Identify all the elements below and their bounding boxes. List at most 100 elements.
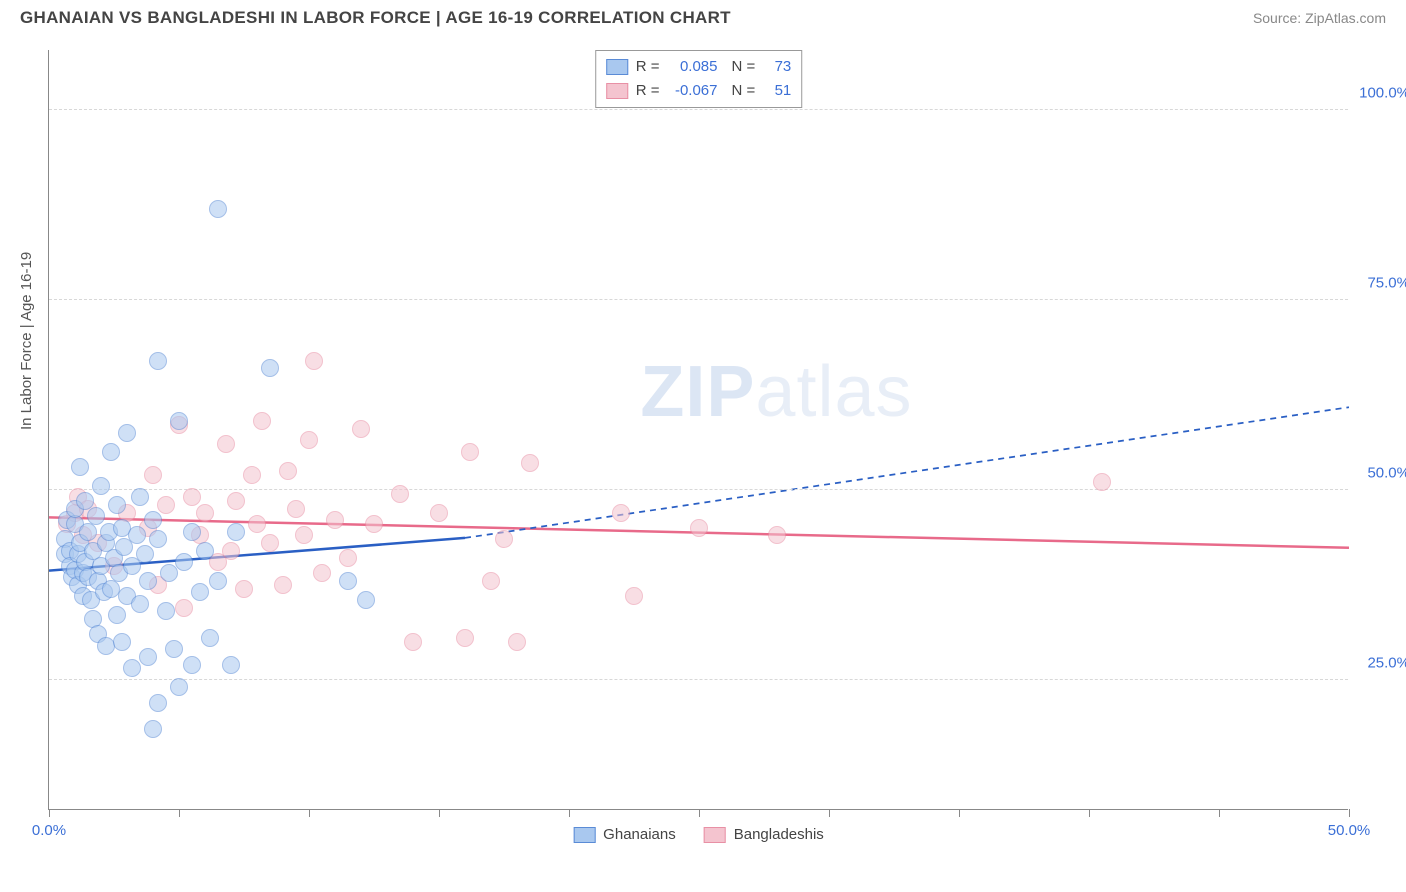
scatter-point-a (144, 720, 162, 738)
scatter-point-a (339, 572, 357, 590)
scatter-point-b (295, 526, 313, 544)
scatter-point-a (108, 606, 126, 624)
scatter-point-a (131, 488, 149, 506)
scatter-point-a (227, 523, 245, 541)
legend-r-label: R = (636, 79, 660, 103)
gridline (49, 489, 1348, 490)
legend-item-a: Ghanaians (573, 826, 676, 843)
gridline (49, 109, 1348, 110)
scatter-point-a (87, 507, 105, 525)
y-tick-label: 50.0% (1350, 464, 1406, 481)
x-tick-label: 50.0% (1328, 822, 1371, 839)
scatter-point-a (201, 629, 219, 647)
x-tick-label: 0.0% (32, 822, 66, 839)
scatter-point-b (279, 462, 297, 480)
scatter-point-a (222, 656, 240, 674)
scatter-point-b (391, 485, 409, 503)
legend-row-a: R =0.085N =73 (606, 55, 792, 79)
scatter-point-b (300, 431, 318, 449)
legend-n-value: 51 (763, 79, 791, 103)
legend-r-value: 0.085 (668, 55, 718, 79)
x-tick (1219, 809, 1220, 817)
x-tick (829, 809, 830, 817)
scatter-point-b (339, 549, 357, 567)
x-tick (1349, 809, 1350, 817)
scatter-point-a (71, 458, 89, 476)
scatter-point-b (217, 435, 235, 453)
scatter-point-b (612, 504, 630, 522)
scatter-point-b (175, 599, 193, 617)
scatter-point-a (196, 542, 214, 560)
y-tick-label: 75.0% (1350, 274, 1406, 291)
x-tick (309, 809, 310, 817)
scatter-point-b (235, 580, 253, 598)
scatter-point-b (183, 488, 201, 506)
x-tick (439, 809, 440, 817)
scatter-point-a (209, 572, 227, 590)
y-tick-label: 25.0% (1350, 654, 1406, 671)
scatter-point-a (92, 477, 110, 495)
scatter-point-b (326, 511, 344, 529)
y-axis-label: In Labor Force | Age 16-19 (18, 252, 35, 430)
scatter-point-b (227, 492, 245, 510)
scatter-point-b (365, 515, 383, 533)
scatter-point-b (521, 454, 539, 472)
legend-r-label: R = (636, 55, 660, 79)
scatter-point-a (118, 424, 136, 442)
legend-swatch (606, 59, 628, 75)
x-tick (959, 809, 960, 817)
scatter-point-a (113, 633, 131, 651)
x-tick (179, 809, 180, 817)
scatter-point-b (461, 443, 479, 461)
scatter-point-a (357, 591, 375, 609)
scatter-point-b (430, 504, 448, 522)
scatter-point-a (261, 359, 279, 377)
legend-n-label: N = (732, 55, 756, 79)
trend-lines (49, 50, 1349, 810)
scatter-point-a (128, 526, 146, 544)
scatter-point-b (274, 576, 292, 594)
scatter-point-a (160, 564, 178, 582)
scatter-point-a (144, 511, 162, 529)
watermark-suffix: atlas (755, 352, 912, 432)
scatter-point-b (495, 530, 513, 548)
scatter-point-b (482, 572, 500, 590)
scatter-point-a (108, 496, 126, 514)
watermark: ZIPatlas (640, 351, 912, 433)
scatter-point-a (191, 583, 209, 601)
chart-plot-area: ZIPatlas R =0.085N =73R =-0.067N =51 Gha… (48, 50, 1348, 810)
scatter-point-a (175, 553, 193, 571)
scatter-point-b (261, 534, 279, 552)
scatter-point-b (248, 515, 266, 533)
scatter-point-a (170, 412, 188, 430)
scatter-point-a (157, 602, 175, 620)
legend-r-value: -0.067 (668, 79, 718, 103)
x-tick (699, 809, 700, 817)
scatter-point-a (183, 523, 201, 541)
scatter-point-b (690, 519, 708, 537)
scatter-point-a (102, 443, 120, 461)
legend-swatch (606, 83, 628, 99)
scatter-point-b (508, 633, 526, 651)
legend-swatch (704, 827, 726, 843)
scatter-point-b (144, 466, 162, 484)
scatter-point-b (768, 526, 786, 544)
gridline (49, 679, 1348, 680)
gridline (49, 299, 1348, 300)
scatter-point-a (123, 659, 141, 677)
watermark-prefix: ZIP (640, 352, 755, 432)
scatter-point-a (183, 656, 201, 674)
legend-swatch (573, 827, 595, 843)
x-tick (569, 809, 570, 817)
legend-label: Ghanaians (603, 826, 676, 843)
x-tick (1089, 809, 1090, 817)
correlation-legend: R =0.085N =73R =-0.067N =51 (595, 50, 803, 108)
scatter-point-a (170, 678, 188, 696)
scatter-point-a (165, 640, 183, 658)
scatter-point-a (139, 648, 157, 666)
scatter-point-b (313, 564, 331, 582)
scatter-point-a (131, 595, 149, 613)
scatter-point-b (196, 504, 214, 522)
scatter-point-b (253, 412, 271, 430)
scatter-point-b (625, 587, 643, 605)
